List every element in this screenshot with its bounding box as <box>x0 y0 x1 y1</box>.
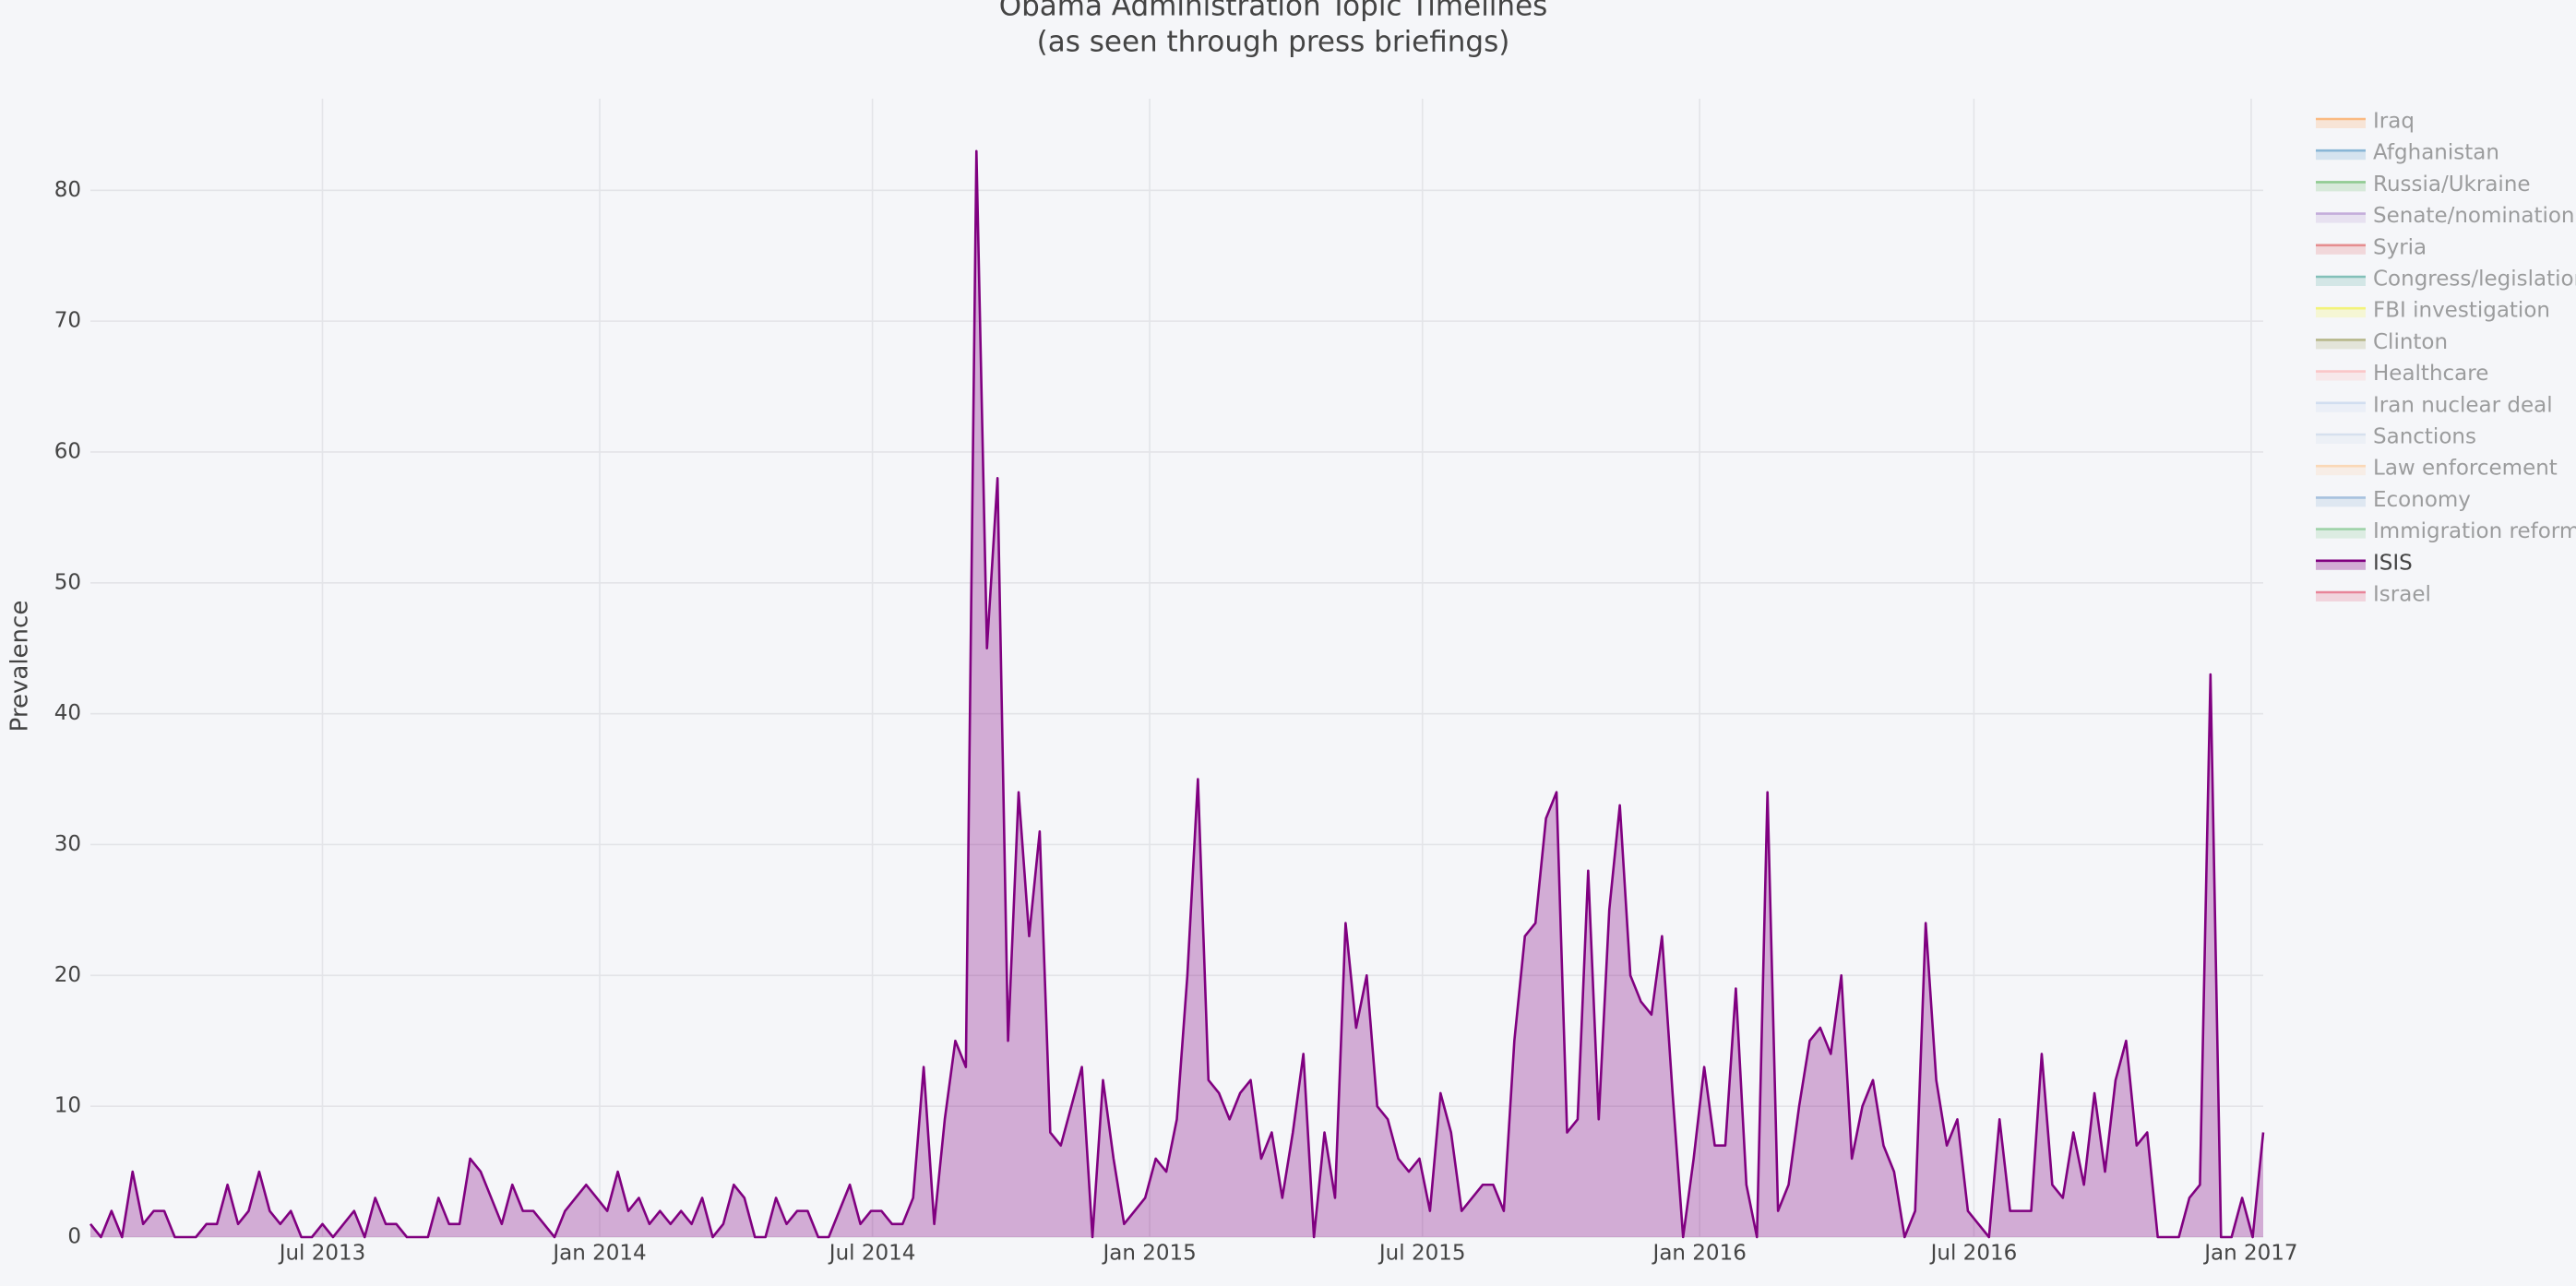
legend-label: Syria <box>2373 235 2427 259</box>
legend-label: Law enforcement <box>2373 457 2558 481</box>
legend-item: Iraq <box>2316 110 2415 134</box>
legend-label: Healthcare <box>2373 362 2488 386</box>
legend-item: Healthcare <box>2316 362 2488 386</box>
area-fill <box>90 150 2263 1238</box>
legend-swatch <box>2316 402 2366 412</box>
legend-label: Congress/legislation <box>2373 268 2576 292</box>
legend-swatch <box>2316 339 2366 350</box>
legend-label: FBI investigation <box>2373 299 2550 323</box>
legend-swatch <box>2316 371 2366 381</box>
legend-label: Iraq <box>2373 110 2415 134</box>
chart-subtitle: (as seen through press briefings) <box>1037 26 1510 59</box>
y-tick-label: 30 <box>54 832 81 856</box>
chart-title: Obama Administration Topic Timelines <box>999 0 1548 23</box>
x-tick-label: Jul 2014 <box>828 1242 916 1266</box>
y-tick-label: 70 <box>54 309 81 333</box>
legend-swatch <box>2316 150 2366 161</box>
legend-label: ISIS <box>2373 551 2413 575</box>
y-tick-label: 10 <box>54 1094 81 1118</box>
y-tick-label: 0 <box>67 1225 81 1249</box>
legend-swatch <box>2316 560 2366 570</box>
legend-swatch <box>2316 182 2366 192</box>
legend-label: Russia/Ukraine <box>2373 173 2531 196</box>
legend-swatch <box>2316 529 2366 539</box>
legend-item: Sanctions <box>2316 425 2476 449</box>
y-tick-label: 80 <box>54 178 81 202</box>
legend-item: ISIS <box>2316 551 2413 575</box>
x-tick-label: Jan 2016 <box>1652 1242 1747 1266</box>
x-tick-label: Jul 2016 <box>1929 1242 2018 1266</box>
legend-label: Israel <box>2373 583 2431 607</box>
legend-label: Immigration reform <box>2373 519 2576 543</box>
legend-item: Iran nuclear deal <box>2316 393 2553 417</box>
y-tick-label: 20 <box>54 963 81 987</box>
legend-swatch <box>2316 119 2366 128</box>
legend-item: Law enforcement <box>2316 457 2558 481</box>
y-axis-label: Prevalence <box>6 601 34 732</box>
legend-label: Afghanistan <box>2373 141 2499 165</box>
legend-item: Afghanistan <box>2316 141 2499 165</box>
legend-swatch <box>2316 213 2366 223</box>
legend-swatch <box>2316 497 2366 507</box>
y-tick-label: 60 <box>54 439 81 463</box>
legend-swatch <box>2316 435 2366 444</box>
y-tick-label: 50 <box>54 570 81 594</box>
legend-label: Economy <box>2373 488 2471 512</box>
legend-swatch <box>2316 277 2366 286</box>
area-line <box>89 149 2265 1239</box>
legend-label: Senate/nomination <box>2373 204 2575 228</box>
legend-label: Sanctions <box>2373 425 2476 449</box>
x-tick-label: Jan 2015 <box>1101 1242 1196 1266</box>
legend-item: Congress/legislation <box>2316 268 2576 292</box>
legend-item: Senate/nomination <box>2316 204 2575 228</box>
legend-swatch <box>2316 244 2366 255</box>
legend-item: Clinton <box>2316 330 2448 354</box>
legend-label: Clinton <box>2373 330 2448 354</box>
y-tick-label: 40 <box>54 701 81 725</box>
legend-item: Immigration reform <box>2316 519 2576 543</box>
x-tick-label: Jan 2017 <box>2202 1242 2297 1266</box>
legend-label: Iran nuclear deal <box>2373 393 2553 417</box>
legend-swatch <box>2316 466 2366 476</box>
x-tick-label: Jul 2013 <box>278 1242 366 1266</box>
legend-item: FBI investigation <box>2316 299 2550 323</box>
legend-swatch <box>2316 308 2366 318</box>
legend-item: Syria <box>2316 235 2427 259</box>
x-tick-label: Jul 2015 <box>1377 1242 1466 1266</box>
legend-swatch <box>2316 592 2366 601</box>
legend-item: Economy <box>2316 488 2471 512</box>
legend-item: Israel <box>2316 583 2431 607</box>
legend-item: Russia/Ukraine <box>2316 173 2531 196</box>
x-tick-label: Jan 2014 <box>551 1242 646 1266</box>
